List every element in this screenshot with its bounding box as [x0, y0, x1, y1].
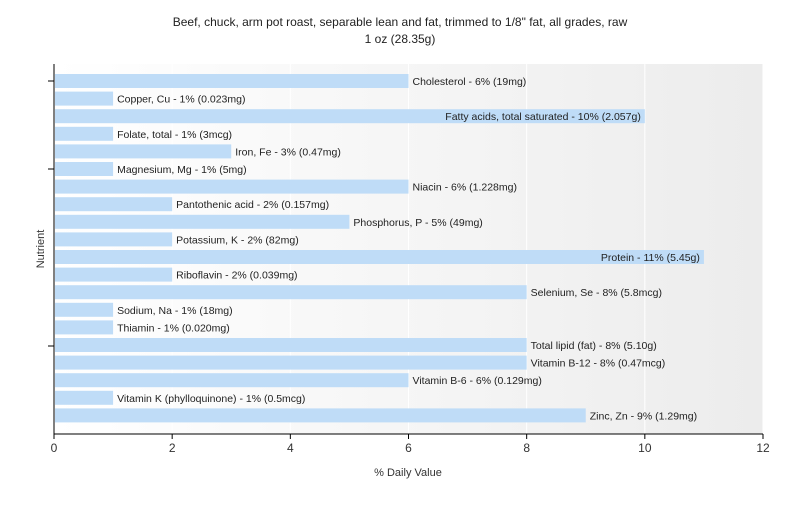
bar-label: Iron, Fe - 3% (0.47mg)	[235, 146, 341, 158]
bar	[55, 302, 114, 317]
bar-label: Riboflavin - 2% (0.039mg)	[176, 270, 297, 282]
axes: 0 2 4 6 8 10 12	[48, 64, 770, 455]
bar-label: Sodium, Na - 1% (18mg)	[117, 305, 233, 317]
bar	[55, 214, 350, 229]
x-tick-label: 0	[51, 441, 58, 455]
x-tick-label: 4	[287, 441, 294, 455]
bar-label: Vitamin K (phylloquinone) - 1% (0.5mcg)	[117, 393, 305, 405]
bar	[55, 109, 645, 124]
bar-label: Selenium, Se - 8% (5.8mcg)	[531, 287, 662, 299]
x-tick-label: 8	[523, 441, 530, 455]
bar	[55, 285, 527, 300]
bar-label: Total lipid (fat) - 8% (5.10g)	[531, 340, 657, 352]
bar	[55, 320, 114, 335]
bar	[55, 408, 586, 423]
chart-subtitle: 1 oz (28.35g)	[365, 32, 436, 46]
bar-label: Folate, total - 1% (3mcg)	[117, 129, 232, 141]
bar-label: Phosphorus, P - 5% (49mg)	[353, 217, 482, 229]
bar	[55, 162, 114, 176]
bar	[55, 232, 173, 247]
bar-label: Pantothenic acid - 2% (0.157mg)	[176, 199, 329, 211]
bar-label: Vitamin B-6 - 6% (0.129mg)	[413, 375, 542, 387]
bar-labels: Cholesterol - 6% (19mg) Copper, Cu - 1% (…	[117, 76, 700, 422]
x-axis-title: % Daily Value	[374, 467, 442, 479]
chart-title: Beef, chuck, arm pot roast, separable le…	[173, 15, 628, 29]
bar	[55, 390, 114, 405]
bar	[55, 373, 409, 388]
x-tick-label: 10	[638, 441, 652, 455]
bar-label: Vitamin B-12 - 8% (0.47mcg)	[531, 358, 666, 370]
bar	[55, 126, 114, 141]
bar	[55, 144, 232, 159]
bar	[55, 355, 527, 370]
bar	[55, 91, 114, 106]
grid-lines	[171, 64, 764, 434]
y-axis-title: Nutrient	[35, 230, 47, 269]
bar-label: Thiamin - 1% (0.020mg)	[117, 322, 230, 334]
bar	[55, 338, 527, 352]
bar	[55, 74, 409, 88]
bar-label: Niacin - 6% (1.228mg)	[413, 182, 517, 194]
bar-label: Protein - 11% (5.45g)	[601, 252, 700, 264]
bar-label: Magnesium, Mg - 1% (5mg)	[117, 164, 247, 176]
bars	[55, 74, 704, 423]
bar	[55, 179, 409, 194]
bar-label: Cholesterol - 6% (19mg)	[413, 76, 527, 88]
bar	[55, 267, 173, 282]
bar-label: Potassium, K - 2% (82mg)	[176, 234, 299, 246]
bar-label: Fatty acids, total saturated - 10% (2.05…	[445, 111, 641, 123]
bar-label: Zinc, Zn - 9% (1.29mg)	[590, 410, 697, 422]
bar	[55, 197, 173, 212]
x-tick-label: 12	[756, 441, 770, 455]
bar-label: Copper, Cu - 1% (0.023mg)	[117, 94, 245, 106]
bar	[55, 250, 704, 264]
x-tick-label: 2	[169, 441, 176, 455]
x-tick-label: 6	[405, 441, 412, 455]
